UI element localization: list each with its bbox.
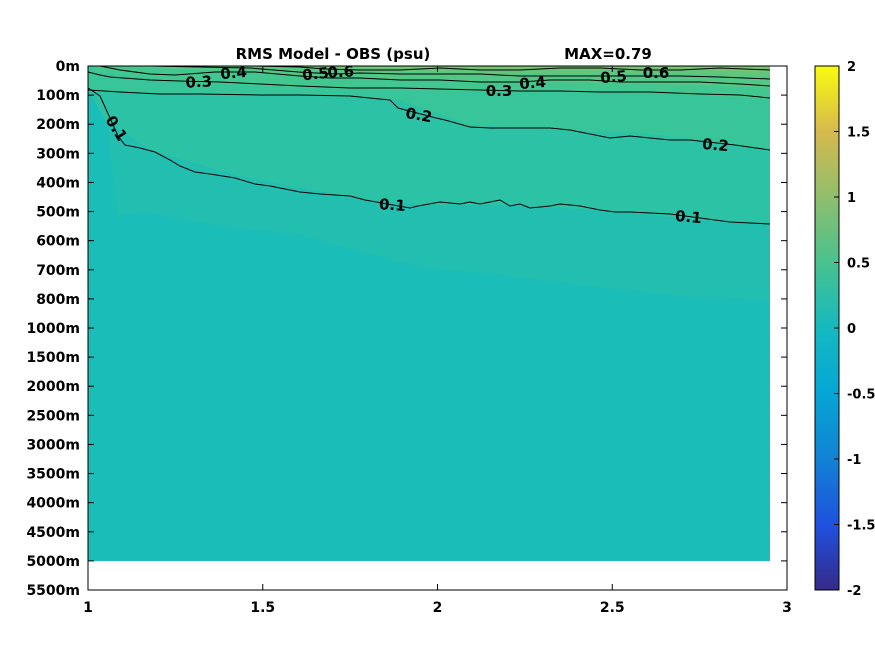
- y-tick-label: 500m: [36, 205, 80, 221]
- colorbar-tick-label: -0.5: [847, 388, 875, 403]
- colorbar-tick-label: -1.5: [847, 519, 875, 534]
- contour-label: 0.2: [701, 135, 729, 155]
- y-tick-label: 300m: [36, 146, 80, 162]
- y-tick-label: 0m: [56, 59, 80, 75]
- contour-label: 0.6: [643, 64, 670, 82]
- contour-line-0.2: [87, 89, 771, 151]
- contour-lines: [87, 65, 771, 225]
- contour-line-0.5: [149, 65, 771, 80]
- y-tick-label: 600m: [36, 234, 80, 250]
- y-tick-label: 5500m: [26, 583, 80, 599]
- contour-line-0.1: [87, 87, 771, 225]
- x-tick-label: 2.5: [600, 600, 625, 616]
- y-tick-label: 5000m: [26, 554, 80, 570]
- y-tick-label: 700m: [36, 263, 80, 279]
- contour-label: 0.4: [519, 73, 547, 93]
- contour-line-0.4: [99, 65, 771, 87]
- y-tick-label: 800m: [36, 292, 80, 308]
- y-tick-label: 100m: [36, 88, 80, 104]
- y-axis: 0m 100m 200m 300m 400m 500m 600m 700m 800m 1000m 1…: [26, 59, 787, 599]
- colorbar-ticks: 2 1.5 1 0.5 0 -0.5 -1 -1.5 -2: [834, 60, 875, 599]
- contour-label: 0.5: [600, 67, 628, 87]
- colorbar: 2 1.5 1 0.5 0 -0.5 -1 -1.5 -2: [814, 60, 875, 599]
- colorbar-tick-label: -1: [847, 453, 861, 468]
- contour-label: 0.6: [327, 62, 354, 81]
- contour-line-0.3: [87, 71, 771, 99]
- y-tick-label: 2500m: [26, 408, 80, 424]
- colorbar-tick-label: -2: [847, 584, 861, 599]
- y-tick-label: 4500m: [26, 525, 80, 541]
- contour-label: 0.5: [301, 64, 329, 85]
- contour-label: 0.1: [378, 195, 406, 215]
- y-tick-label: 200m: [36, 117, 80, 133]
- fill-level-0.6: [250, 66, 770, 72]
- contour-label: 0.2: [404, 104, 433, 126]
- x-tick-label: 1: [83, 600, 93, 616]
- y-tick-label: 400m: [36, 175, 80, 191]
- plot-area: 0.1 0.1 0.1 0.2 0.2 0.3 0.3 0.4 0.4 0.5 …: [87, 62, 788, 591]
- contour-label: 0.1: [674, 207, 702, 227]
- colorbar-tick-label: 2: [847, 60, 856, 75]
- contour-label: 0.3: [486, 82, 513, 100]
- y-tick-label: 4000m: [26, 496, 80, 512]
- y-tick-label: 1500m: [26, 350, 80, 366]
- chart-title: RMS Model - OBS (psu): [236, 45, 431, 63]
- y-tick-label: 2000m: [26, 379, 80, 395]
- contour-line-0.6: [254, 65, 771, 71]
- colorbar-tick-label: 0: [847, 322, 856, 337]
- x-tick-label: 1.5: [250, 600, 275, 616]
- contour-label: 0.4: [220, 63, 248, 83]
- y-tick-label: 3000m: [26, 437, 80, 453]
- x-tick-label: 2: [433, 600, 443, 616]
- max-value-label: MAX=0.79: [564, 45, 652, 63]
- colorbar-tick-label: 1.5: [847, 126, 870, 141]
- x-tick-label: 3: [782, 600, 792, 616]
- y-tick-label: 1000m: [26, 321, 80, 337]
- contour-label: 0.3: [185, 72, 212, 91]
- colorbar-tick-label: 1: [847, 191, 856, 206]
- x-axis: 1 1.5 2 2.5 3: [83, 66, 792, 616]
- y-tick-label: 3500m: [26, 467, 80, 483]
- colorbar-tick-label: 0.5: [847, 257, 870, 272]
